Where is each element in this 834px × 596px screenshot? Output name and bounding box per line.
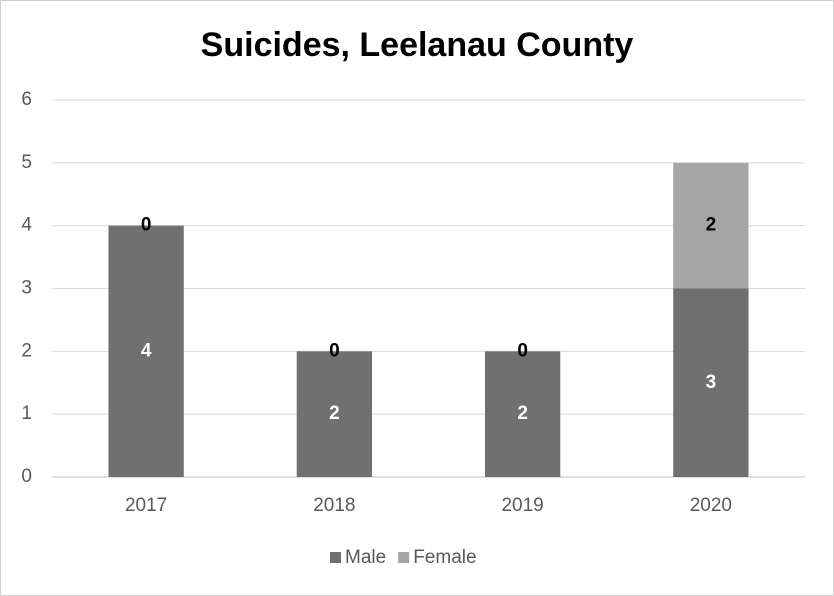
x-tick-label: 2018: [313, 495, 355, 516]
y-tick-label: 6: [21, 89, 32, 110]
data-label: 2: [706, 215, 717, 236]
y-tick-label: 0: [21, 466, 32, 487]
data-label: 2: [329, 403, 340, 424]
data-label: 2: [517, 403, 528, 424]
y-tick-label: 5: [21, 152, 32, 173]
legend-swatch: [398, 552, 410, 563]
chart-title: Suicides, Leelanau County: [201, 26, 634, 64]
bar-segment: [673, 288, 749, 477]
bar-segment: [108, 225, 184, 477]
legend-label: Female: [413, 547, 476, 568]
data-label: 0: [517, 340, 528, 361]
y-tick-label: 3: [21, 278, 32, 299]
bar-segment: [296, 351, 373, 477]
legend-swatch: [330, 552, 341, 563]
legend-label: Male: [345, 547, 386, 568]
y-tick-label: 1: [21, 403, 32, 424]
x-tick-label: 2017: [125, 495, 167, 516]
x-tick-label: 2019: [501, 495, 543, 516]
data-label: 0: [141, 215, 152, 236]
data-label: 4: [141, 340, 152, 361]
bar-segment: [673, 162, 749, 289]
data-label: 3: [706, 372, 717, 393]
bar-segment: [484, 351, 561, 477]
data-label: 0: [329, 340, 340, 361]
y-tick-label: 4: [21, 215, 32, 236]
x-tick-label: 2020: [690, 495, 732, 516]
y-tick-label: 2: [21, 340, 32, 361]
